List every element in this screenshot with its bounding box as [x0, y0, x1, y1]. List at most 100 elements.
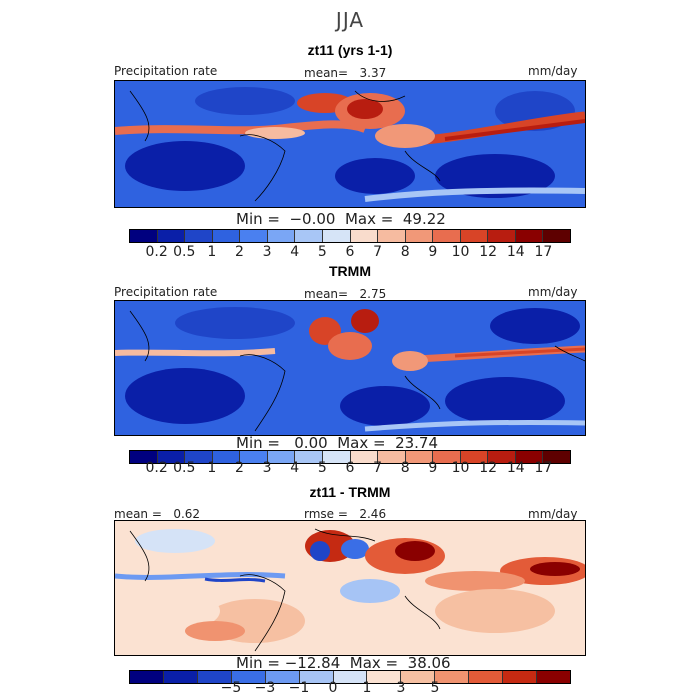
colorbar-swatch — [488, 451, 516, 463]
colorbar-tick-label: 7 — [373, 460, 383, 476]
panel3-title: zt11 - TRMM — [309, 484, 391, 500]
colorbar-swatch — [157, 230, 186, 242]
colorbar-tick-label: 6 — [345, 244, 355, 260]
colorbar-swatch — [322, 230, 351, 242]
panel1-title: zt11 (yrs 1-1) — [307, 42, 393, 58]
colorbar-swatch — [460, 230, 489, 242]
colorbar-swatch — [197, 671, 232, 683]
colorbar-swatch — [515, 230, 544, 242]
colorbar-swatch — [231, 671, 266, 683]
panel1-precip-map — [114, 80, 586, 208]
panel2-precip-map — [114, 300, 586, 436]
colorbar-swatch — [503, 671, 538, 683]
colorbar-tick-label: 17 — [534, 244, 553, 260]
colorbar-tick-label: 8 — [400, 244, 410, 260]
colorbar-tick-label: 5 — [317, 244, 327, 260]
colorbar-tick-label: 9 — [428, 460, 438, 476]
colorbar-swatch — [240, 230, 268, 242]
colorbar-tick-label: 12 — [479, 460, 498, 476]
colorbar-swatch — [537, 671, 570, 683]
colorbar-tick-label: 12 — [479, 244, 498, 260]
colorbar-swatch — [350, 230, 379, 242]
panel2-colorbar — [129, 450, 571, 464]
panel1-mean-label: mean= 3.37 — [304, 66, 387, 80]
season-title: JJA — [335, 8, 365, 32]
colorbar-swatch — [350, 451, 379, 463]
colorbar-swatch — [435, 671, 470, 683]
colorbar-swatch — [240, 451, 268, 463]
panel3-colorbar — [129, 670, 571, 684]
colorbar-tick-label: 0.2 — [145, 460, 168, 476]
colorbar-swatch — [401, 671, 436, 683]
colorbar-tick-label: −5 — [220, 680, 242, 696]
colorbar-swatch — [267, 451, 296, 463]
panel1-min-max: Min = −0.00 Max = 49.22 — [236, 210, 446, 228]
panel3-difference-map — [114, 520, 586, 656]
colorbar-tick-label: 0.2 — [145, 244, 168, 260]
colorbar-swatch — [367, 671, 402, 683]
colorbar-tick-label: 5 — [317, 460, 327, 476]
colorbar-swatch — [515, 451, 544, 463]
colorbar-swatch — [543, 451, 570, 463]
colorbar-swatch — [130, 230, 158, 242]
colorbar-swatch — [185, 451, 213, 463]
colorbar-swatch — [130, 451, 158, 463]
panel1-colorbar — [129, 229, 571, 243]
colorbar-swatch — [185, 230, 213, 242]
colorbar-tick-label: 4 — [290, 244, 300, 260]
colorbar-tick-label: 0 — [328, 680, 338, 696]
colorbar-swatch — [157, 451, 186, 463]
panel2-min-max: Min = 0.00 Max = 23.74 — [236, 434, 439, 452]
colorbar-tick-label: 9 — [428, 244, 438, 260]
colorbar-tick-label: 14 — [506, 460, 525, 476]
colorbar-tick-label: 6 — [345, 460, 355, 476]
colorbar-tick-label: 1 — [207, 460, 217, 476]
panel3-min-max: Min = −12.84 Max = 38.06 — [236, 654, 451, 672]
colorbar-tick-label: 0.5 — [173, 460, 196, 476]
panel1-colorbar-ticks: 0.2 0.5 1 2 3 4 5 6 7 8 9 10 12 14 17 — [129, 244, 571, 262]
colorbar-tick-label: 1 — [362, 680, 372, 696]
colorbar-tick-label: 3 — [262, 460, 272, 476]
colorbar-swatch — [433, 230, 461, 242]
colorbar-swatch — [488, 230, 516, 242]
colorbar-swatch — [212, 230, 241, 242]
colorbar-tick-label: 4 — [290, 460, 300, 476]
panel2-mean-label: mean= 2.75 — [304, 287, 387, 301]
colorbar-tick-label: 2 — [235, 244, 244, 260]
panel1-variable-label: Precipitation rate — [114, 64, 218, 78]
panel3-units-label: mm/day — [528, 507, 578, 521]
colorbar-tick-label: 10 — [451, 460, 470, 476]
colorbar-tick-label: 0.5 — [173, 244, 196, 260]
colorbar-tick-label: 5 — [430, 680, 440, 696]
colorbar-swatch — [267, 230, 296, 242]
colorbar-swatch — [265, 671, 300, 683]
colorbar-tick-label: 7 — [373, 244, 383, 260]
colorbar-swatch — [378, 451, 406, 463]
colorbar-tick-label: 8 — [400, 460, 410, 476]
colorbar-swatch — [322, 451, 351, 463]
colorbar-tick-label: −1 — [288, 680, 310, 696]
panel2-units-label: mm/day — [528, 285, 578, 299]
colorbar-swatch — [469, 671, 504, 683]
colorbar-tick-label: 10 — [451, 244, 470, 260]
colorbar-swatch — [405, 230, 434, 242]
colorbar-tick-label: 2 — [235, 460, 244, 476]
colorbar-swatch — [433, 451, 461, 463]
colorbar-swatch — [378, 230, 406, 242]
panel3-colorbar-ticks: −5 −3 −1 0 1 3 5 — [129, 680, 571, 698]
colorbar-swatch — [163, 671, 198, 683]
panel2-variable-label: Precipitation rate — [114, 285, 218, 299]
colorbar-swatch — [333, 671, 368, 683]
colorbar-swatch — [212, 451, 241, 463]
colorbar-swatch — [460, 451, 489, 463]
colorbar-tick-label: −3 — [254, 680, 276, 696]
colorbar-tick-label: 17 — [534, 460, 553, 476]
panel3-mean-label: mean = 0.62 — [114, 507, 201, 521]
panel2-title: TRMM — [329, 263, 371, 279]
panel1-map-field — [115, 81, 585, 207]
colorbar-swatch — [405, 451, 434, 463]
colorbar-tick-label: 3 — [262, 244, 272, 260]
panel1-units-label: mm/day — [528, 64, 578, 78]
panel2-map-field — [115, 301, 585, 435]
colorbar-swatch — [299, 671, 334, 683]
